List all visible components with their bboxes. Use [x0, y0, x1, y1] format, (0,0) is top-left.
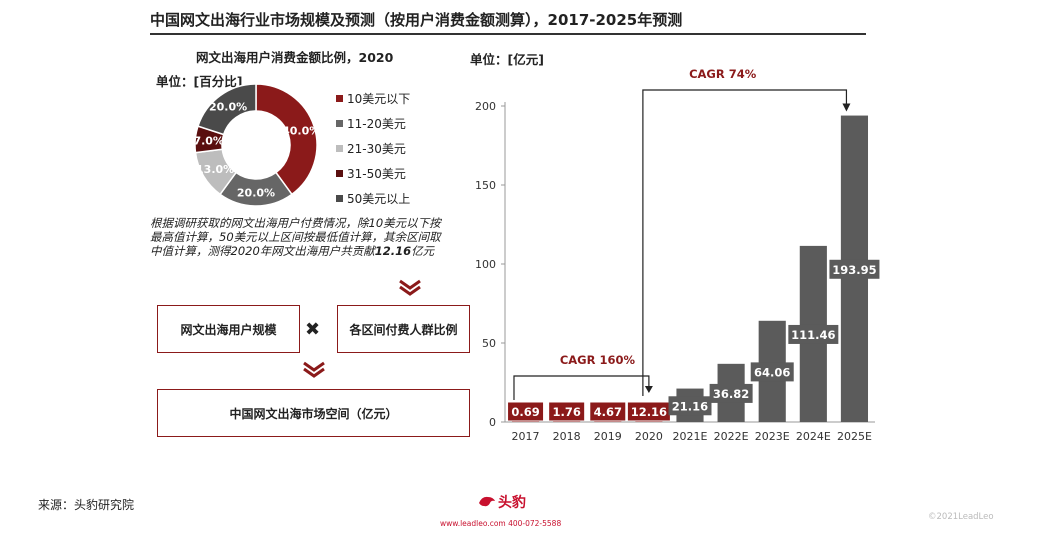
x-tick-label: 2020: [635, 430, 663, 443]
donut-slice-label: 13.0%: [196, 163, 234, 176]
donut-slice-label: 7.0%: [193, 135, 224, 148]
bar-value-label: 64.06: [754, 365, 790, 379]
donut-chart-title: 网文出海用户消费金额比例，2020: [196, 50, 394, 65]
note-highlight-value: 12.16: [374, 244, 412, 258]
legend-label: 11-20美元: [347, 117, 406, 131]
formula-box-paying-ratio-label: 各区间付费人群比例: [349, 322, 458, 337]
legend-item: 50美元以上: [336, 190, 410, 207]
legend-item: 11-20美元: [336, 115, 406, 132]
bar-unit-label: 单位：[亿元]: [470, 52, 544, 67]
bar-label-bg: [788, 324, 839, 344]
bar-value-label: 1.76: [552, 405, 580, 419]
y-tick-label: 200: [475, 100, 496, 113]
bar-value-label: 12.16: [631, 405, 667, 419]
source-label: 来源：头豹研究院: [38, 498, 135, 512]
cagr-label: CAGR 74%: [689, 67, 757, 81]
formula-box-paying-ratio: 各区间付费人群比例: [337, 305, 470, 353]
legend-swatch: [336, 95, 343, 102]
legend-label: 31-50美元: [347, 167, 406, 181]
legend-swatch: [336, 170, 343, 177]
bar-value-label: 0.69: [511, 405, 539, 419]
donut-slice-label: 20.0%: [237, 187, 275, 200]
donut-slice-label: 20.0%: [209, 101, 247, 114]
leadleo-logo: 头豹 www.leadleo.com 400-072-5588: [440, 492, 610, 536]
note-text-after: 亿元: [411, 244, 435, 258]
bar-label-bg: [668, 396, 712, 416]
x-tick-label: 2021E: [673, 430, 708, 443]
legend-swatch: [336, 145, 343, 152]
cagr-connector: [513, 375, 650, 400]
formula-box-user-scale-label: 网文出海用户规模: [180, 322, 277, 337]
y-tick-label: 50: [482, 337, 496, 350]
y-tick-label: 100: [475, 258, 496, 271]
formula-box-user-scale: 网文出海用户规模: [157, 305, 300, 353]
x-tick-label: 2022E: [714, 430, 749, 443]
x-tick-label: 2017: [512, 430, 540, 443]
donut-slice: [197, 83, 257, 136]
bar-value-label: 193.95: [832, 263, 876, 277]
y-tick-label: 150: [475, 179, 496, 192]
arrow-down-icon: [842, 103, 851, 112]
x-tick-label: 2018: [553, 430, 581, 443]
contact-info: www.leadleo.com 400-072-5588: [440, 519, 562, 528]
donut-chart: 40.0%20.0%13.0%7.0%20.0%: [193, 83, 320, 207]
donut-unit-label: 单位：[百分比]: [156, 74, 243, 89]
legend-label: 50美元以上: [347, 192, 411, 206]
arrow-down-icon: [644, 386, 653, 393]
methodology-note: 根据调研获取的网文出海用户付费情况，除10美元以下按最高值计算，50美元以上区间…: [150, 216, 450, 258]
legend-item: 10美元以下: [336, 90, 410, 107]
x-tick-label: 2024E: [796, 430, 831, 443]
bar-label-bg: [750, 362, 794, 382]
donut-slice: [255, 83, 318, 196]
cagr-label: CAGR 160%: [560, 353, 636, 367]
legend-label: 10美元以下: [347, 92, 411, 106]
legend-swatch: [336, 120, 343, 127]
bar-value-label: 111.46: [791, 328, 835, 342]
title-divider: [150, 33, 866, 35]
bar-value-label: 4.67: [594, 405, 622, 419]
x-tick-label: 2023E: [755, 430, 790, 443]
legend-item: 31-50美元: [336, 165, 406, 182]
bar-label-bg: [548, 401, 586, 422]
legend-label: 21-30美元: [347, 142, 406, 156]
multiply-icon: ✖: [305, 319, 321, 340]
bar-label-bg: [709, 383, 753, 403]
chevron-down-icon: [399, 279, 421, 296]
donut-slice-label: 40.0%: [282, 124, 320, 137]
logo-text: 头豹: [498, 495, 526, 511]
legend-item: 21-30美元: [336, 140, 406, 157]
bar-chart: 0 50 100 150 200 0.69 2017 1.76 2018 4.67 2019 12.1…: [475, 67, 880, 443]
y-tick-label: 0: [489, 416, 496, 429]
bar-label-bg: [829, 259, 880, 279]
chevron-down-icon: [303, 361, 325, 378]
cagr-connector: [642, 89, 848, 396]
page-title: 中国网文出海行业市场规模及预测（按用户消费金额测算），2017-2025年预测: [150, 11, 683, 29]
bar-value-label: 21.16: [672, 399, 708, 413]
bar-label-bg: [589, 401, 627, 422]
legend-swatch: [336, 195, 343, 202]
x-tick-label: 2025E: [837, 430, 872, 443]
formula-box-market-space: 中国网文出海市场空间（亿元）: [157, 389, 470, 437]
note-text-before: 根据调研获取的网文出海用户付费情况，除10美元以下按最高值计算，50美元以上区间…: [150, 216, 441, 258]
leopard-logo-icon: [479, 496, 495, 507]
bar-value-label: 36.82: [713, 387, 749, 401]
x-tick-label: 2019: [594, 430, 622, 443]
copyright-label: ©2021LeadLeo: [928, 512, 994, 522]
bar-label-bg: [507, 401, 545, 422]
formula-box-market-space-label: 中国网文出海市场空间（亿元）: [229, 406, 398, 421]
